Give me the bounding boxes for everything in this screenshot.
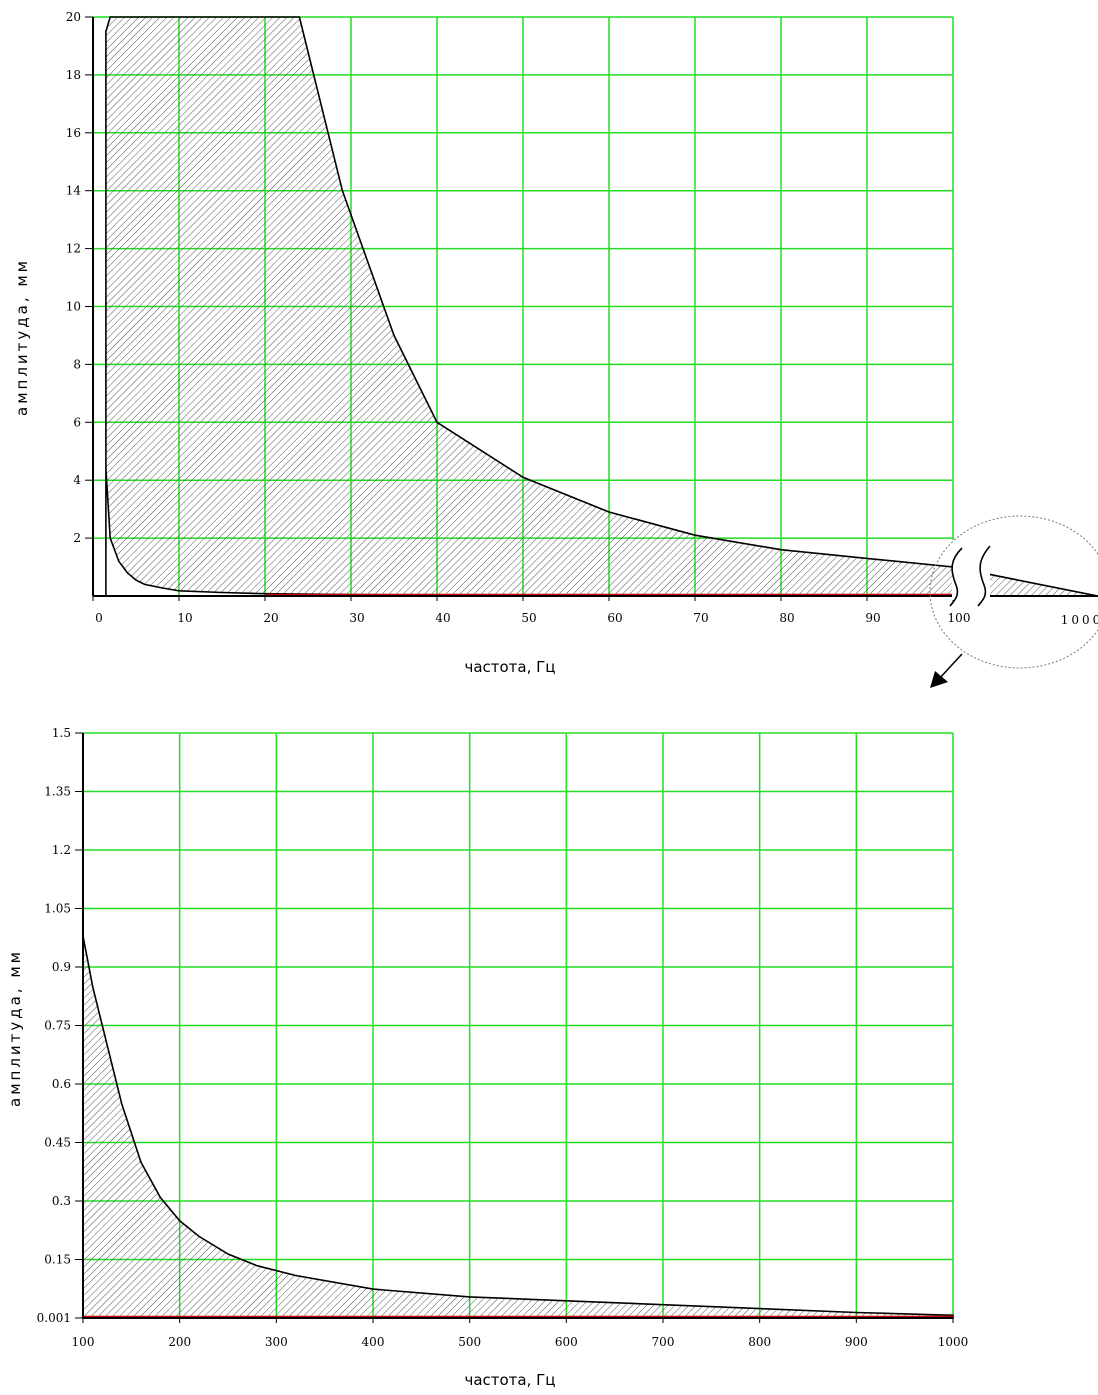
chart-top-x-tick-labels: 0 10 20 30 40 50 60 70 80 90 100: [93, 596, 970, 625]
zoom-arrow-icon: [930, 671, 948, 688]
x-tick-label: 50: [521, 611, 536, 625]
x-tick-label: 400: [362, 1335, 385, 1349]
y-tick-label: 1.35: [44, 785, 71, 799]
chart-bottom-grid: [83, 733, 953, 1318]
y-tick-label: 1.05: [44, 902, 71, 916]
y-tick-label: 4: [73, 473, 81, 487]
x-tick-label: 70: [693, 611, 708, 625]
chart-top-extra-x-tick: 1000: [1061, 613, 1098, 627]
y-tick-label: 0.3: [52, 1194, 71, 1208]
x-tick-label: 500: [458, 1335, 481, 1349]
x-tick-label: 800: [748, 1335, 771, 1349]
x-tick-label: 30: [349, 611, 364, 625]
x-tick-label: 90: [865, 611, 880, 625]
x-tick-label: 60: [607, 611, 622, 625]
x-tick-label: 300: [265, 1335, 288, 1349]
x-tick-label: 100: [948, 611, 971, 625]
chart-top-y-tick-labels: 2 4 6 8 10 12 14 16 18 20: [66, 10, 93, 545]
x-tick-label: 1000: [938, 1335, 969, 1349]
y-tick-label: 0.15: [44, 1253, 71, 1267]
y-tick-label: 6: [73, 415, 81, 429]
chart-top: 0 10 20 30 40 50 60 70 80 90 100 2468101214161820 …: [13, 10, 1098, 688]
chart-top-axis-break: [950, 540, 990, 606]
y-tick-label: 2: [73, 531, 81, 545]
x-tick-label: 0: [95, 611, 103, 625]
chart-bottom-y-tick-labels: 0.001 0.15 0.3 0.45 0.6 0.75 0.9 1.05 1.2 1.35 1.5: [37, 726, 83, 1325]
y-tick-label: 0.9: [52, 960, 71, 974]
y-tick-label: 18: [66, 68, 81, 82]
y-tick-label: 1.5: [52, 726, 71, 740]
chart-bottom: 100 200 300 400 500 600 700 800 900 1000 0.001 0.1…: [6, 726, 968, 1389]
y-tick-label: 0.75: [44, 1019, 71, 1033]
x-tick-label: 700: [652, 1335, 675, 1349]
chart-bottom-y-axis-title: амплитуда, мм: [6, 949, 24, 1107]
y-tick-label: 1.2: [52, 843, 71, 857]
x-tick-label: 600: [555, 1335, 578, 1349]
y-tick-label: 0.001: [37, 1311, 71, 1325]
x-tick-label: 80: [779, 611, 794, 625]
x-tick-label: 10: [177, 611, 192, 625]
chart-bottom-x-axis-title: частота, Гц: [464, 1371, 555, 1389]
x-tick-label: 200: [168, 1335, 191, 1349]
x-tick-label: 20: [263, 611, 278, 625]
y-tick-label: 0.45: [44, 1136, 71, 1150]
y-tick-label: 20: [66, 10, 81, 24]
chart-top-x-axis-title: частота, Гц: [464, 658, 555, 676]
chart-top-y-axis-title: амплитуда, мм: [13, 258, 31, 416]
y-tick-label: 10: [66, 300, 81, 314]
x-tick-label: 40: [435, 611, 450, 625]
y-tick-label: 0.6: [52, 1077, 71, 1091]
x-tick-label: 900: [845, 1335, 868, 1349]
y-tick-label: 12: [66, 242, 81, 256]
y-tick-label: 16: [66, 126, 81, 140]
chart-bottom-envelope-area: [83, 936, 953, 1318]
x-tick-label: 100: [72, 1335, 95, 1349]
chart-bottom-x-tick-labels: 100 200 300 400 500 600 700 800 900 1000: [72, 1318, 969, 1349]
y-tick-label: 8: [73, 357, 81, 371]
y-tick-label: 14: [66, 184, 82, 198]
